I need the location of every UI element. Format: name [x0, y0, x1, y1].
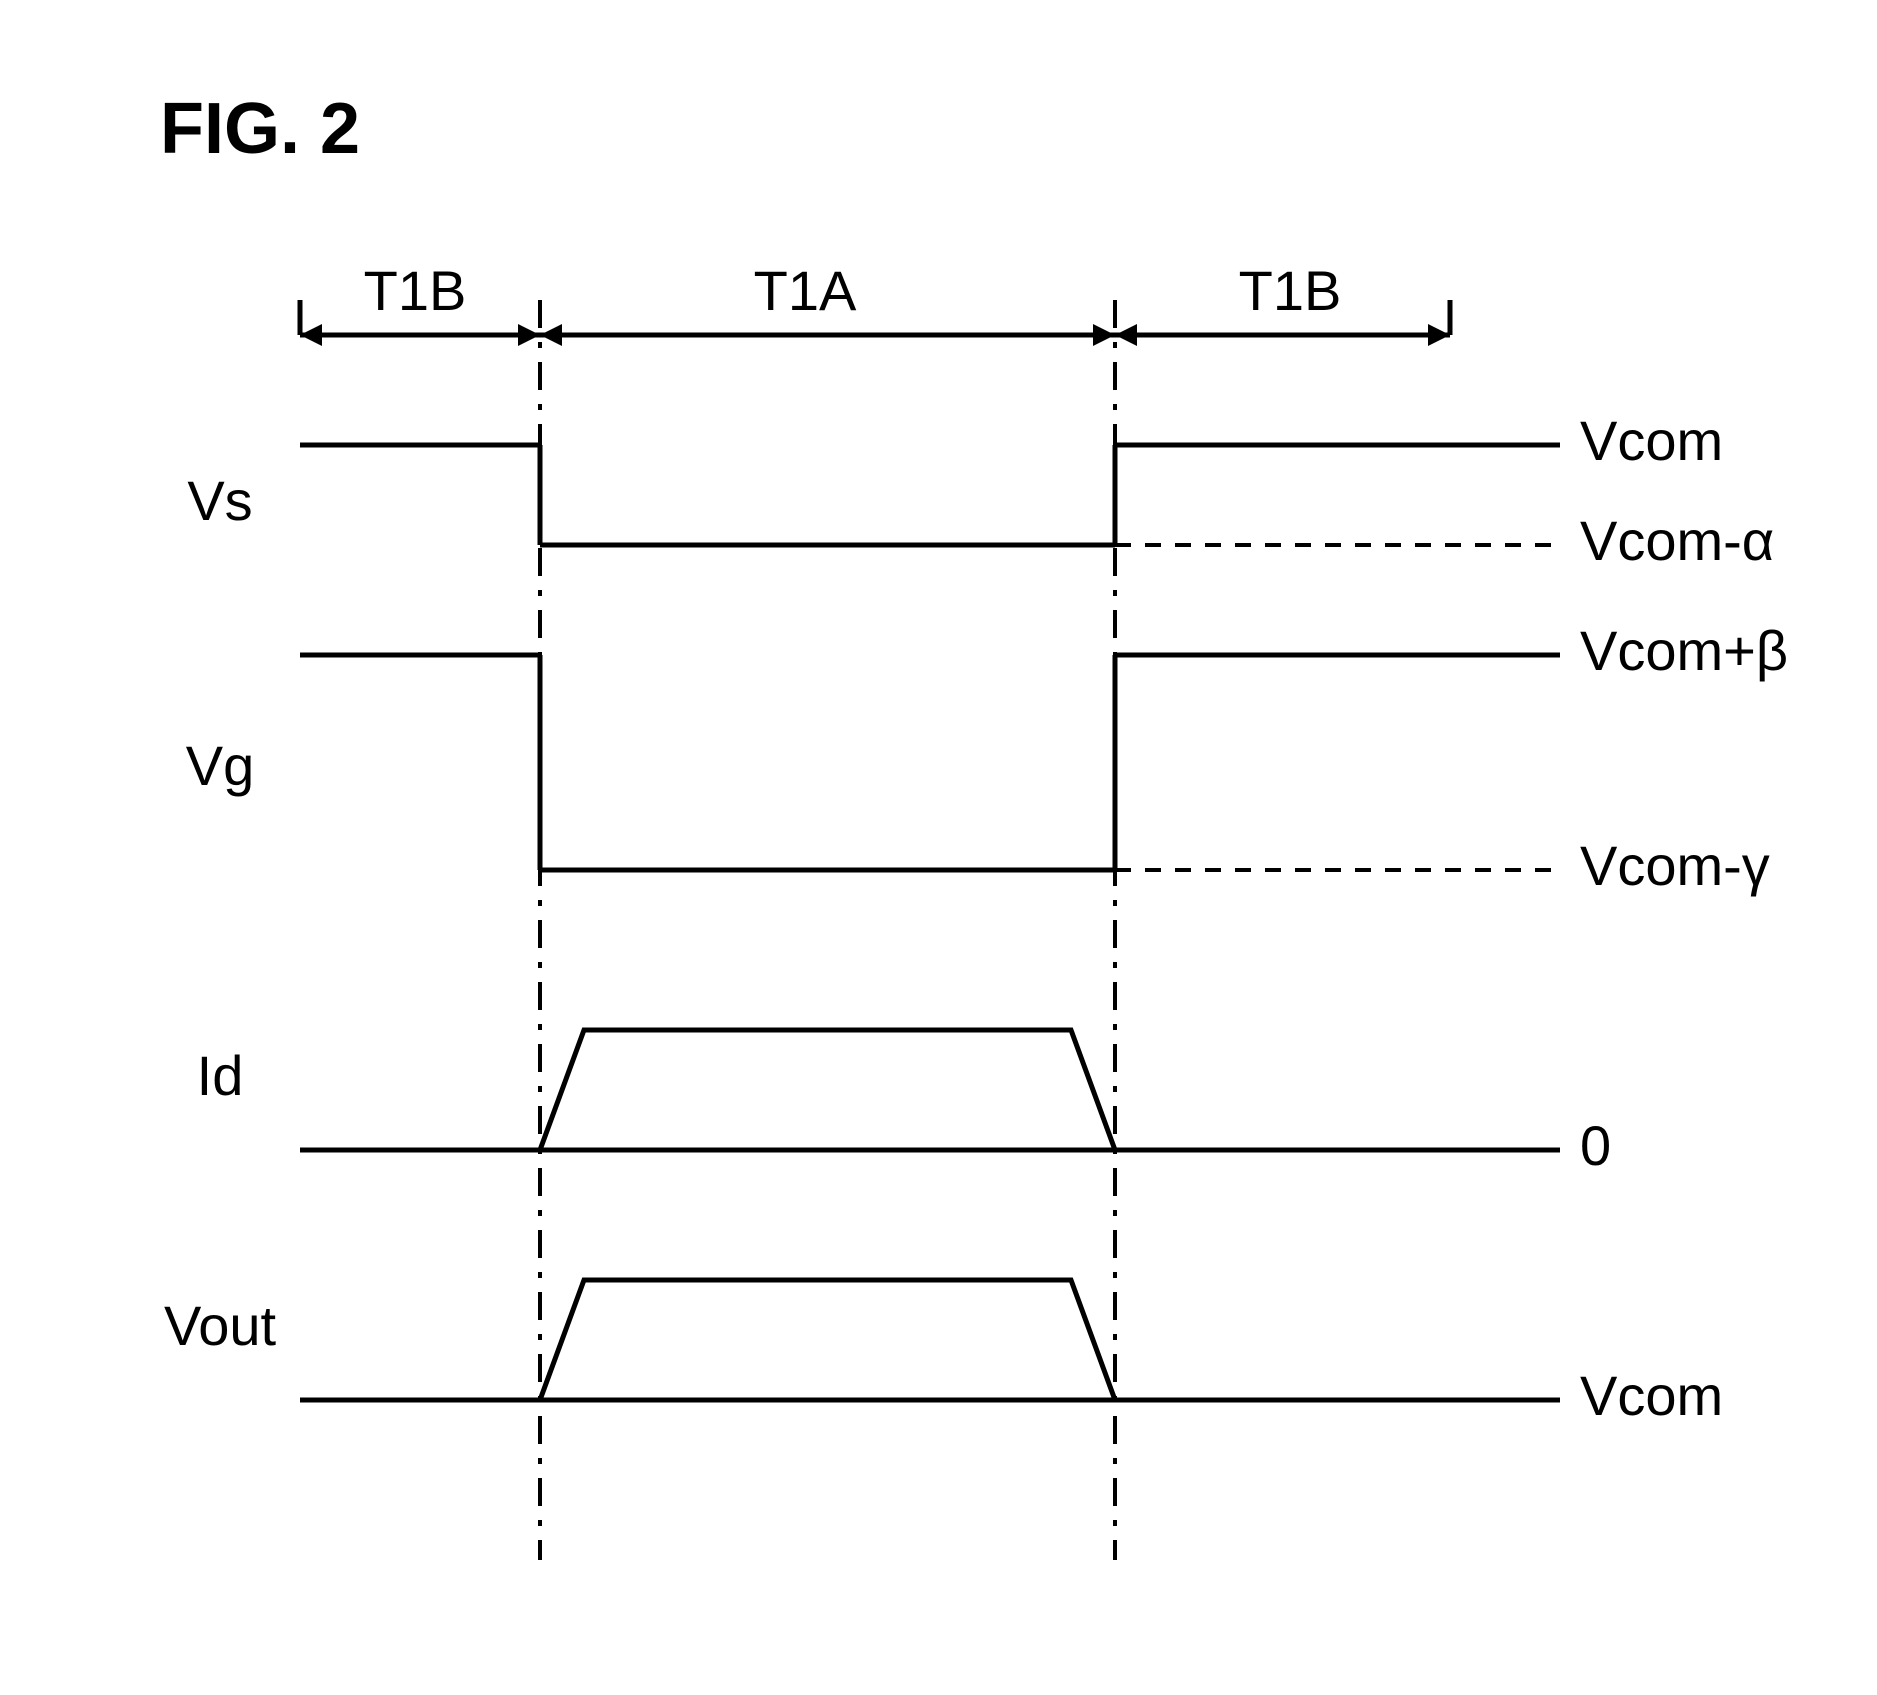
signal-label-vout: Vout: [164, 1294, 277, 1357]
signal-label-vg: Vg: [186, 734, 255, 797]
level-label: Vcom: [1580, 409, 1723, 472]
region-label-right: T1B: [1239, 259, 1342, 322]
level-label: Vcom-γ: [1580, 834, 1770, 897]
timing-diagram: T1B T1A T1B Vs Vcom Vcom-α Vg Vcom+β Vcom-γ Id 0 Vo…: [0, 0, 1877, 1695]
signal-label-id: Id: [197, 1044, 244, 1107]
level-label: Vcom+β: [1580, 619, 1788, 682]
signal-label-vs: Vs: [187, 469, 252, 532]
region-label-center: T1A: [754, 259, 857, 322]
level-label: 0: [1580, 1114, 1611, 1177]
level-label: Vcom: [1580, 1364, 1723, 1427]
region-label-left: T1B: [364, 259, 467, 322]
level-label: Vcom-α: [1580, 509, 1774, 572]
